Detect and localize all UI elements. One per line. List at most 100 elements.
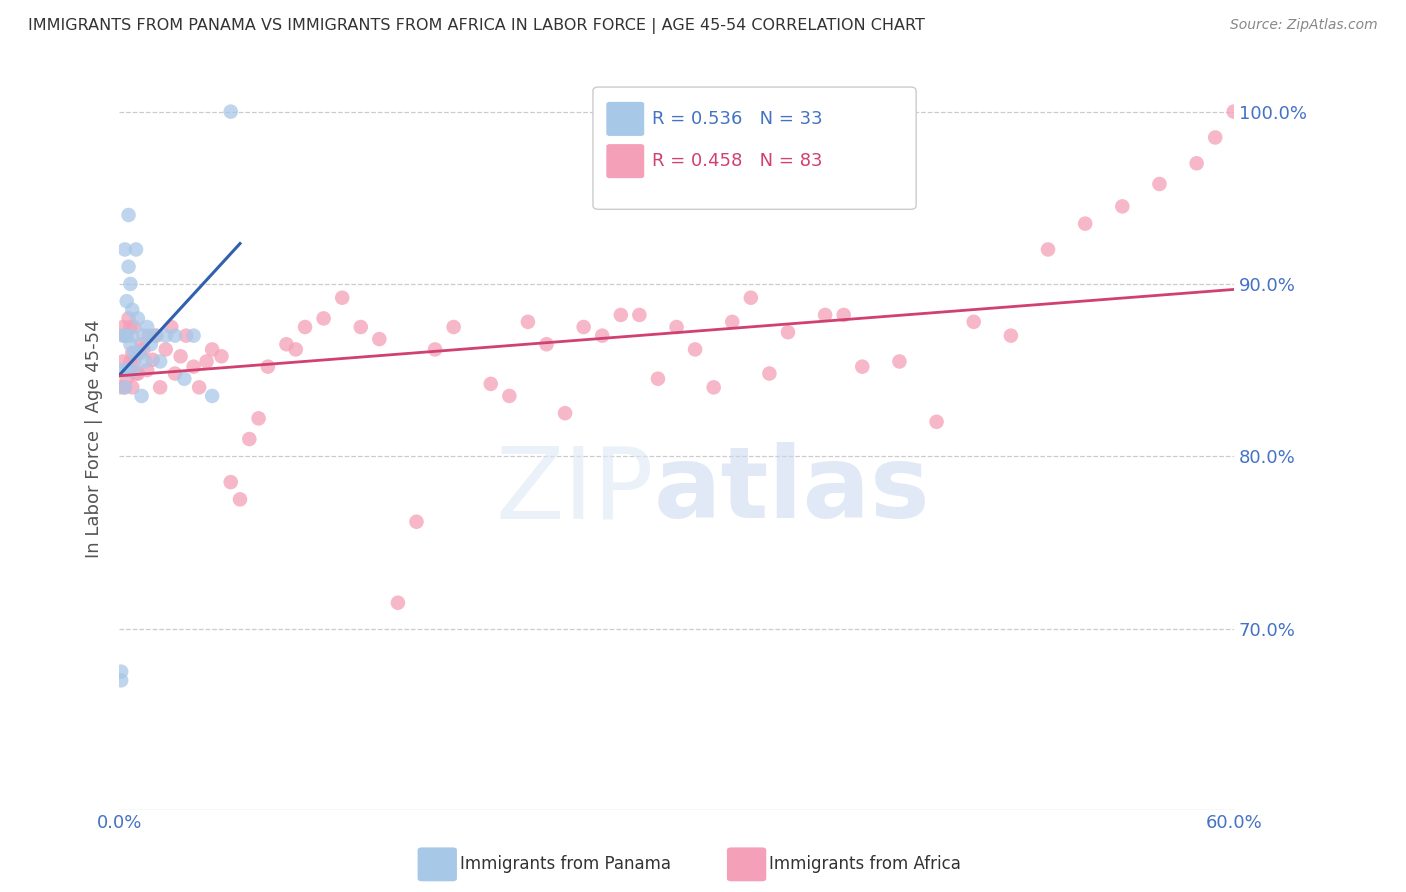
Point [219,104,242,119]
Point [114,328,136,343]
Point [554,406,576,420]
Point [155,343,177,357]
Point [219,475,242,489]
Point [201,343,224,357]
Point [387,596,409,610]
Point [776,325,799,339]
Point [610,308,633,322]
Point [201,389,224,403]
Point [284,343,307,357]
Point [160,320,183,334]
Point [128,346,150,360]
Point [115,363,138,377]
Point [145,328,167,343]
Point [163,367,186,381]
Point [628,308,651,322]
Point [257,359,280,374]
Point [814,308,837,322]
Point [832,308,855,322]
Point [122,346,145,360]
Point [121,328,143,343]
Point [229,492,252,507]
Point [110,665,132,679]
Point [368,332,391,346]
Point [136,320,159,334]
Point [683,343,706,357]
Point [174,328,197,343]
Point [238,432,260,446]
Point [963,315,986,329]
Point [122,363,145,377]
Point [183,328,205,343]
Point [1074,217,1097,231]
Point [149,354,172,368]
Point [120,354,142,368]
Point [143,328,166,343]
Point [111,320,134,334]
Point [132,343,155,357]
Point [1111,199,1133,213]
Point [758,367,780,381]
Point [110,380,132,394]
Point [127,367,149,381]
Point [114,380,136,394]
Point [111,354,134,368]
Point [117,311,139,326]
Point [132,328,155,343]
Point [120,277,142,291]
Text: ZIP: ZIP [496,442,654,540]
Point [149,380,172,394]
Point [121,380,143,394]
Point [115,372,138,386]
Point [188,380,211,394]
Point [120,337,142,351]
Point [114,380,136,394]
Text: Immigrants from Panama: Immigrants from Panama [460,855,671,873]
Point [647,372,669,386]
Point [139,337,162,351]
Point [423,343,446,357]
Point [536,337,558,351]
Point [114,328,136,343]
FancyBboxPatch shape [606,145,644,178]
Point [925,415,948,429]
Point [1036,243,1059,257]
Point [173,372,195,386]
Point [115,294,138,309]
Point [1223,104,1246,119]
Point [117,363,139,377]
Point [443,320,465,334]
Text: R = 0.458   N = 83: R = 0.458 N = 83 [652,153,823,170]
Point [131,337,153,351]
Point [247,411,270,425]
Point [183,359,205,374]
Point [350,320,373,334]
Text: IMMIGRANTS FROM PANAMA VS IMMIGRANTS FROM AFRICA IN LABOR FORCE | AGE 45-54 CORR: IMMIGRANTS FROM PANAMA VS IMMIGRANTS FRO… [28,18,925,34]
Point [120,320,142,334]
Point [294,320,316,334]
Y-axis label: In Labor Force | Age 45-54: In Labor Force | Age 45-54 [86,319,103,558]
Point [721,315,744,329]
Point [703,380,725,394]
Point [665,320,688,334]
Point [1149,177,1171,191]
Point [516,315,538,329]
Point [117,260,139,274]
Point [134,354,156,368]
Point [125,367,148,381]
Point [117,208,139,222]
Point [114,243,136,257]
Point [121,302,143,317]
Point [195,354,218,368]
Point [276,337,298,351]
Point [163,328,186,343]
Point [1000,328,1022,343]
Point [111,363,134,377]
Point [110,673,132,688]
FancyBboxPatch shape [606,102,644,136]
Point [851,359,873,374]
Point [889,354,911,368]
Point [1204,130,1226,145]
Point [209,349,232,363]
Point [169,349,191,363]
